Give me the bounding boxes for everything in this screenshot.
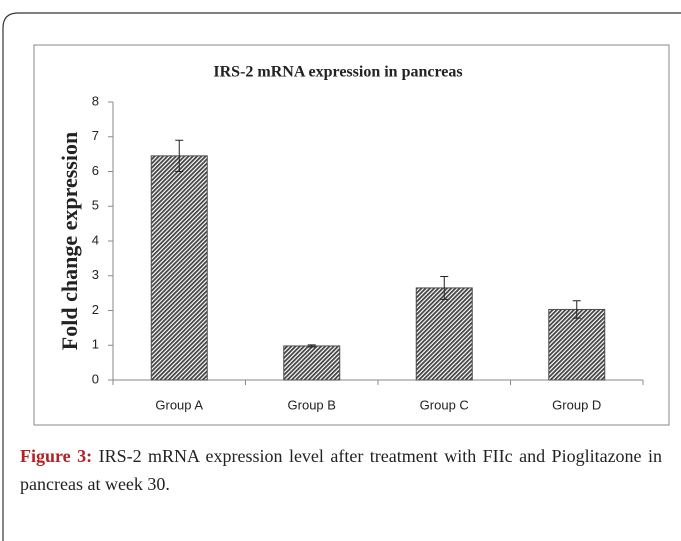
error-bar xyxy=(572,300,581,319)
x-tick-label: Group B xyxy=(288,397,336,412)
figure-frame xyxy=(2,12,681,541)
y-tick-label: 8 xyxy=(92,93,99,108)
y-axis-label: Fold change expression xyxy=(57,132,82,350)
y-tick-label: 5 xyxy=(92,198,99,213)
x-tick-label: Group C xyxy=(420,397,469,412)
caption-label: Figure 3: xyxy=(20,446,93,466)
x-tick-label: Group D xyxy=(552,397,601,412)
error-bar xyxy=(440,275,449,300)
y-tick-label: 7 xyxy=(92,128,99,143)
x-tick-label: Group A xyxy=(155,397,203,412)
y-tick-label: 1 xyxy=(92,337,99,352)
y-tick-label: 4 xyxy=(92,232,99,247)
bar xyxy=(283,345,341,381)
chart-title: IRS-2 mRNA expression in pancreas xyxy=(213,64,462,81)
y-tick-label: 3 xyxy=(92,267,99,282)
bar xyxy=(150,155,208,381)
caption-text: IRS-2 mRNA expression level after treatm… xyxy=(20,446,662,494)
y-tick-label: 2 xyxy=(92,302,99,317)
caption: Figure 3: IRS-2 mRNA expression level af… xyxy=(20,442,662,498)
error-bar xyxy=(175,139,184,172)
bar xyxy=(415,287,473,381)
y-tick-label: 6 xyxy=(92,163,99,178)
bar xyxy=(548,308,606,381)
y-tick-label: 0 xyxy=(92,371,99,386)
plot-frame xyxy=(33,44,670,426)
error-bar xyxy=(307,344,316,348)
